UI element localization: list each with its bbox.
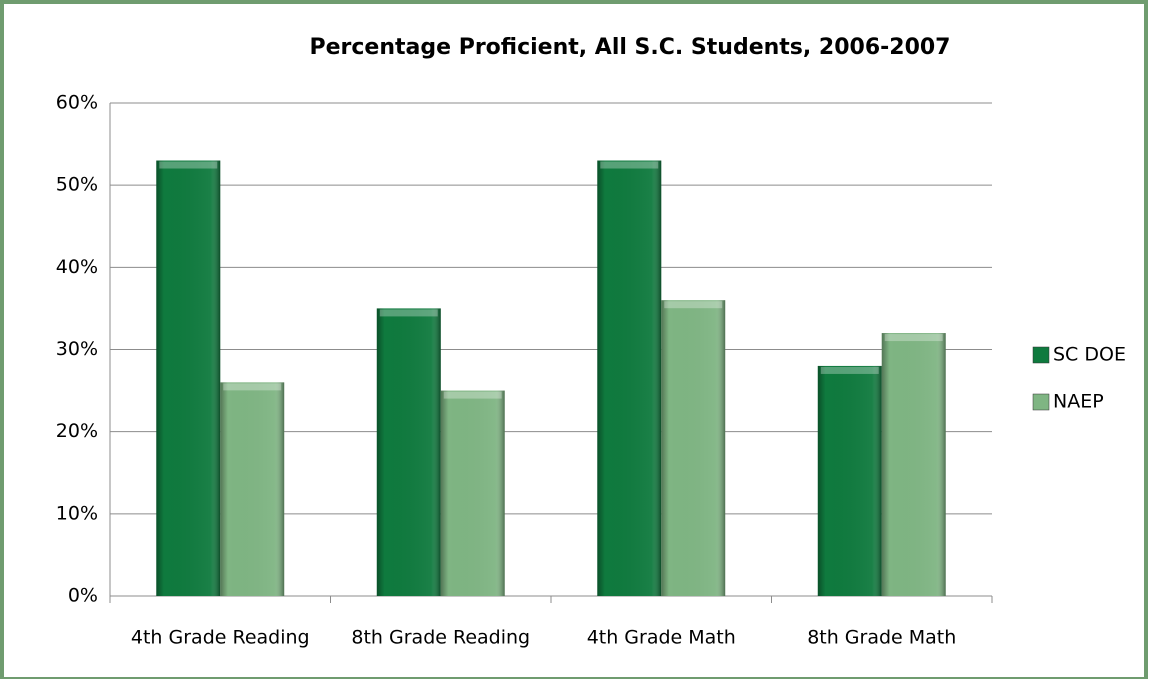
y-tick-label: 10% <box>56 502 98 524</box>
y-tick-label: 50% <box>56 174 98 196</box>
bar-highlight <box>159 161 218 169</box>
bar-highlight <box>223 383 282 391</box>
bar-bevel <box>881 333 946 596</box>
bar-bevel <box>440 390 505 596</box>
legend-swatch <box>1032 393 1050 411</box>
legend-swatch <box>1032 346 1050 364</box>
y-tick-label: 60% <box>56 92 98 114</box>
y-tick-label: 40% <box>56 256 98 278</box>
legend-label: NAEP <box>1053 391 1104 413</box>
y-tick-label: 0% <box>68 585 98 607</box>
y-tick-label: 20% <box>56 420 98 442</box>
chart-title: Percentage Proficient, All S.C. Students… <box>309 35 950 60</box>
bar-bevel <box>817 365 882 596</box>
bar-highlight <box>884 334 943 342</box>
bar-bevel <box>376 308 441 596</box>
y-tick-label: 30% <box>56 338 98 360</box>
x-tick-label: 4th Grade Reading <box>131 627 310 649</box>
x-tick-label: 4th Grade Math <box>587 627 736 649</box>
bar-highlight <box>443 391 502 399</box>
legend-label: SC DOE <box>1053 344 1126 366</box>
bar-bevel <box>597 160 662 596</box>
bar-highlight <box>664 301 723 309</box>
bar-bevel <box>156 160 221 596</box>
bar-bevel <box>220 382 285 596</box>
bar-highlight <box>600 161 659 169</box>
bar-bevel <box>661 300 726 596</box>
bar-highlight <box>820 366 879 374</box>
x-tick-label: 8th Grade Reading <box>351 627 530 649</box>
x-tick-label: 8th Grade Math <box>807 627 956 649</box>
bar-highlight <box>379 309 438 317</box>
